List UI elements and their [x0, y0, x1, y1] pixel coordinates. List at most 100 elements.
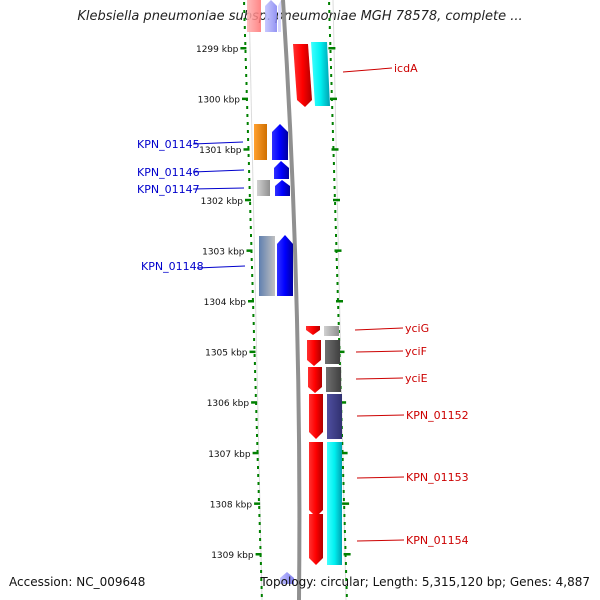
- dotted-track-right-dot: [331, 130, 334, 133]
- gene-label-yciE: yciE: [405, 372, 428, 385]
- dotted-track-right-dot: [342, 498, 345, 501]
- dotted-track-right-dot: [331, 114, 334, 117]
- leader-KPN_01148: [196, 265, 246, 269]
- scale-tick-left: [249, 350, 256, 354]
- scale-tick-left: [254, 502, 261, 505]
- dotted-track-left-dot: [245, 90, 248, 93]
- dotted-track-left-dot: [247, 138, 250, 141]
- dotted-track-left-dot: [258, 530, 261, 533]
- dotted-track-left-dot: [255, 410, 258, 413]
- dotted-track-left-dot: [250, 234, 252, 237]
- dotted-track-left-dot: [256, 450, 259, 453]
- dotted-track-right-dot: [329, 34, 331, 37]
- dotted-track-left-dot: [260, 594, 263, 597]
- dotted-track-right-dot: [343, 522, 346, 525]
- scale-tick-right: [328, 47, 336, 50]
- dotted-track-right-dot: [333, 194, 336, 197]
- dotted-track-right-dot: [335, 258, 338, 261]
- dotted-track-right-dot: [332, 138, 335, 141]
- scale-label: 1305 kbp: [205, 349, 248, 359]
- scale-label: 1300 kbp: [198, 96, 241, 106]
- dotted-track-right-dot: [345, 578, 348, 581]
- dotted-track-left-dot: [256, 442, 259, 445]
- scale-label: 1304 kbp: [204, 298, 247, 308]
- dotted-track-left-dot: [248, 186, 251, 189]
- dotted-track-left-dot: [243, 10, 246, 13]
- gene-KPN_01147-gray: [257, 180, 270, 196]
- leader-KPN_01152: [356, 414, 405, 417]
- gene-KPN_01154-cyan: [327, 514, 342, 565]
- gene-icdA-red: [293, 44, 312, 107]
- scale-label: 1307 kbp: [208, 450, 251, 460]
- scale-label: 1303 kbp: [202, 247, 245, 257]
- dotted-track-left-dot: [252, 306, 255, 309]
- dotted-track-right-dot: [344, 546, 347, 549]
- scale-tick-left: [240, 47, 247, 50]
- dotted-track-right-dot: [336, 282, 339, 285]
- gene-yciE-red: [308, 367, 322, 393]
- gene-KPN_01148-steel: [259, 236, 275, 296]
- dotted-track-left-dot: [251, 274, 254, 277]
- dotted-track-right-dot: [343, 514, 346, 517]
- scale-tick-left: [248, 300, 254, 303]
- dotted-track-right-dot: [334, 210, 337, 213]
- dotted-track-right-dot: [332, 154, 335, 157]
- gene-yciE-dark: [326, 367, 341, 392]
- scale-tick-right: [339, 401, 347, 404]
- topology-summary: Topology: circular; Length: 5,315,120 bp…: [260, 575, 590, 589]
- scale-label: 1299 kbp: [196, 45, 239, 55]
- dotted-track-left-dot: [257, 482, 260, 485]
- gene-yciF-red: [307, 340, 321, 366]
- dotted-track-right-dot: [342, 466, 344, 469]
- dotted-track-left-dot: [243, 2, 246, 5]
- dotted-track-left-dot: [251, 266, 253, 269]
- dotted-track-right-dot: [341, 458, 344, 461]
- dotted-track-left-dot: [259, 546, 262, 549]
- dotted-track-right-dot: [344, 562, 347, 565]
- dotted-track-right-dot: [331, 106, 334, 109]
- dotted-track-right-dot: [332, 146, 335, 149]
- scale-label: 1302 kbp: [201, 197, 244, 207]
- dotted-track-left-dot: [257, 498, 260, 501]
- accession-text: Accession: NC_009648: [9, 575, 146, 589]
- dotted-track-right-dot: [330, 82, 333, 85]
- dotted-track-left-dot: [245, 82, 248, 85]
- dotted-track-right-dot: [328, 26, 331, 29]
- dotted-track-left-dot: [249, 218, 252, 221]
- scale-tick-right: [336, 300, 343, 303]
- scale-tick-left: [252, 451, 259, 455]
- dotted-track-left-dot: [253, 362, 256, 365]
- dotted-track-right-dot: [343, 530, 346, 533]
- dotted-track-right-dot: [329, 42, 332, 45]
- gene-yciG-red: [306, 326, 320, 335]
- gene-icdA-cyan: [311, 42, 330, 106]
- dotted-track-left-dot: [252, 330, 255, 333]
- gene-label-KPN_01147: KPN_01147: [137, 183, 200, 196]
- leader-KPN_01153: [356, 476, 405, 479]
- gene-KPN_01152-red: [309, 394, 323, 439]
- dotted-track-left-dot: [260, 586, 263, 589]
- dotted-track-left-dot: [254, 386, 257, 389]
- leader-yciE: [355, 377, 404, 380]
- dotted-track-left-dot: [244, 50, 247, 53]
- dotted-track-left-dot: [243, 18, 246, 21]
- scale-tick-right: [343, 553, 351, 556]
- dotted-track-right-dot: [334, 226, 337, 229]
- gene-KPN_01148-blue: [277, 235, 293, 296]
- gene-KPN_01146-blue: [274, 161, 289, 179]
- leader-KPN_01146: [192, 169, 245, 173]
- dotted-track-right-dot: [334, 218, 337, 221]
- dotted-track-left-dot: [244, 42, 247, 45]
- gene-label-KPN_01145: KPN_01145: [137, 138, 200, 151]
- dotted-track-left-dot: [259, 562, 262, 565]
- dotted-track-left-dot: [256, 434, 258, 437]
- dotted-track-right-dot: [335, 242, 338, 245]
- map-title: Klebsiella pneumoniae subsp. pneumoniae …: [77, 9, 523, 24]
- dotted-track-left-dot: [248, 170, 251, 173]
- dotted-track-right-dot: [330, 90, 333, 93]
- gene-label-icdA: icdA: [394, 62, 418, 75]
- dotted-track-left-dot: [252, 322, 255, 325]
- dotted-track-left-dot: [251, 298, 254, 301]
- dotted-track-right-dot: [330, 66, 332, 69]
- scale-tick-right: [342, 502, 350, 505]
